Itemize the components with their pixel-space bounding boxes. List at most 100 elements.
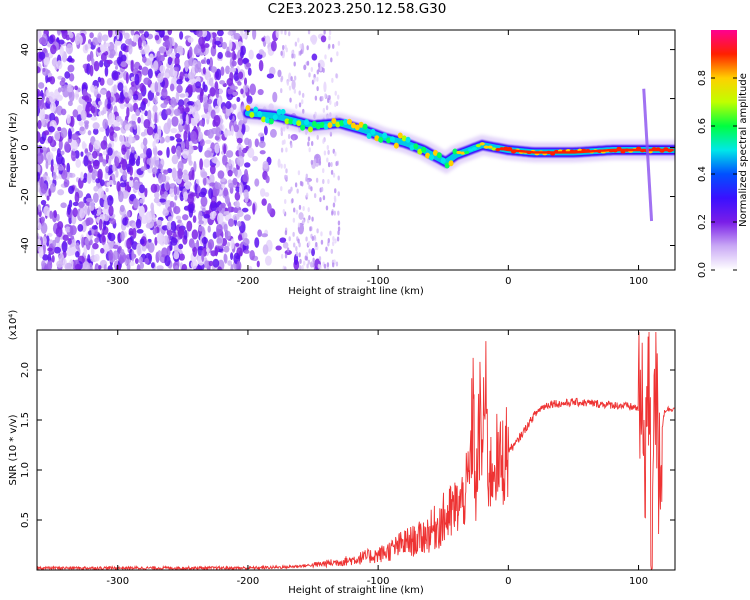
spectrogram-noise-cell [207, 238, 215, 250]
spectrogram-noise-cell [280, 163, 283, 169]
spectrogram-noise-cell [56, 30, 62, 36]
spectrogram-noise-cell [242, 237, 250, 246]
spectrogram-noise-cell [182, 148, 190, 160]
colorbar-tick-label: 0.0 [697, 262, 708, 278]
spectrogram-noise-cell [326, 145, 330, 151]
ridge-blob [378, 136, 384, 143]
spectrogram-noise-cell [67, 64, 75, 73]
spectrogram-noise-cell [98, 265, 102, 270]
spectrogram-noise-cell [47, 154, 52, 166]
spectrogram-noise-cell [37, 214, 40, 227]
spectrogram-noise-cell [332, 202, 336, 208]
spectrogram-noise-cell [233, 120, 237, 126]
spectrogram-noise-cell [156, 219, 163, 226]
spectrogram-noise-cell [68, 172, 76, 178]
spectrogram-noise-cell [179, 31, 184, 40]
spectrogram-noise-cell [227, 30, 233, 36]
spectrogram-noise-cell [302, 206, 305, 212]
spectrogram-noise-cell [174, 194, 178, 201]
spectrogram-noise-cell [184, 60, 189, 72]
spectrogram-noise-cell [269, 128, 277, 138]
spectrogram-noise-cell [43, 264, 48, 270]
spectrogram-noise-cell [285, 168, 288, 174]
spectrogram-noise-cell [233, 72, 240, 82]
spectrogram-noise-cell [91, 150, 98, 159]
spectrogram-noise-cell [142, 137, 148, 146]
spectrogram-noise-cell [242, 57, 249, 65]
spectrogram-noise-cell [307, 259, 311, 265]
spectrogram-noise-cell [322, 67, 325, 73]
spectrogram-noise-cell [297, 170, 301, 176]
ridge-blob [464, 150, 470, 155]
spectrogram-noise-cell [272, 91, 278, 103]
spectrogram-noise-cell [106, 90, 112, 100]
spectrogram-noise-cell [318, 256, 322, 262]
spectrogram-noise-cell [313, 193, 317, 199]
spectrogram-noise-cell [267, 203, 272, 215]
spectrogram-noise-cell [100, 247, 105, 254]
spectrogram-noise-cell [195, 76, 201, 84]
spectrogram-noise-cell [98, 155, 104, 163]
spectrogram-noise-cell [307, 30, 311, 35]
spectrogram-noise-cell [115, 115, 122, 122]
spectrogram-noise-cell [199, 158, 203, 170]
spectrogram-noise-cell [252, 30, 257, 40]
spectrogram-noise-cell [70, 235, 75, 240]
spectrogram-noise-cell [264, 255, 272, 266]
spectrogram-noise-cell [175, 215, 182, 220]
spectrogram-noise-cell [331, 77, 334, 83]
x-tick-label: -100 [367, 276, 390, 287]
spectrogram-noise-cell [322, 179, 325, 185]
spectrogram-noise-cell [114, 65, 119, 70]
spectrogram-noise-cell [184, 180, 192, 190]
spectrogram-noise-cell [154, 111, 158, 124]
spectrogram-noise-cell [56, 60, 63, 70]
spectrogram-noise-cell [139, 30, 144, 34]
spectrogram-noise-cell [311, 236, 315, 242]
spectrogram-noise-cell [245, 62, 252, 68]
spectrogram-noise-cell [270, 40, 277, 52]
spectrogram-noise-cell [37, 238, 42, 247]
spectrogram-noise-cell [305, 192, 309, 198]
spectrogram-noise-cell [327, 149, 330, 155]
ridge-blob [253, 106, 259, 113]
spectrogram-noise-cell [118, 190, 124, 203]
spectrogram-noise-cell [81, 141, 86, 150]
ridge-blob [436, 152, 442, 159]
spectrogram-noise-cell [133, 181, 140, 190]
spectrogram-noise-cell [89, 200, 95, 212]
spectrogram-noise-cell [136, 229, 144, 234]
spectrogram-noise-cell [123, 32, 130, 40]
spectrogram-noise-cell [129, 176, 134, 181]
spectrogram-noise-cell [170, 220, 177, 232]
spectrogram-frame [36, 29, 676, 271]
spectrogram-noise-cell [333, 259, 336, 265]
spectrogram-noise-cell [230, 238, 235, 250]
spectrogram-noise-cell [84, 148, 89, 154]
spectrogram-noise-cell [146, 164, 150, 170]
ridge-blob [479, 142, 485, 146]
spectrogram-noise-cell [308, 215, 311, 221]
spectrogram-noise-cell [153, 133, 160, 144]
spectrogram-noise-cell [259, 150, 266, 155]
spectrogram-noise-cell [170, 127, 178, 134]
spectrogram-noise-cell [152, 104, 158, 113]
spectrogram-noise-cell [292, 231, 295, 237]
ridge-blob [366, 133, 372, 140]
colorbar-ticks: 0.0 0.2 0.4 0.6 0.8 [697, 70, 737, 278]
x-tick-label: 0 [505, 576, 511, 587]
spectrogram-noise-cell [283, 163, 287, 169]
spectrogram-noise-cell [140, 114, 144, 125]
spectrogram-noise-cell [141, 66, 149, 76]
spectrogram-noise-cell [74, 90, 79, 100]
spectrogram-noise-cell [191, 169, 195, 181]
ridge-blob [315, 123, 321, 130]
ridge-blob [475, 144, 481, 148]
spectrogram-noise-cell [57, 189, 65, 196]
spectrogram-noise-cell [223, 223, 228, 233]
spectrogram-noise-cell [328, 35, 331, 41]
ridge-blob [456, 150, 462, 155]
spectrogram-noise-cell [311, 53, 318, 61]
ridge-blob [249, 111, 255, 118]
spectrogram-noise-cell [322, 195, 326, 201]
